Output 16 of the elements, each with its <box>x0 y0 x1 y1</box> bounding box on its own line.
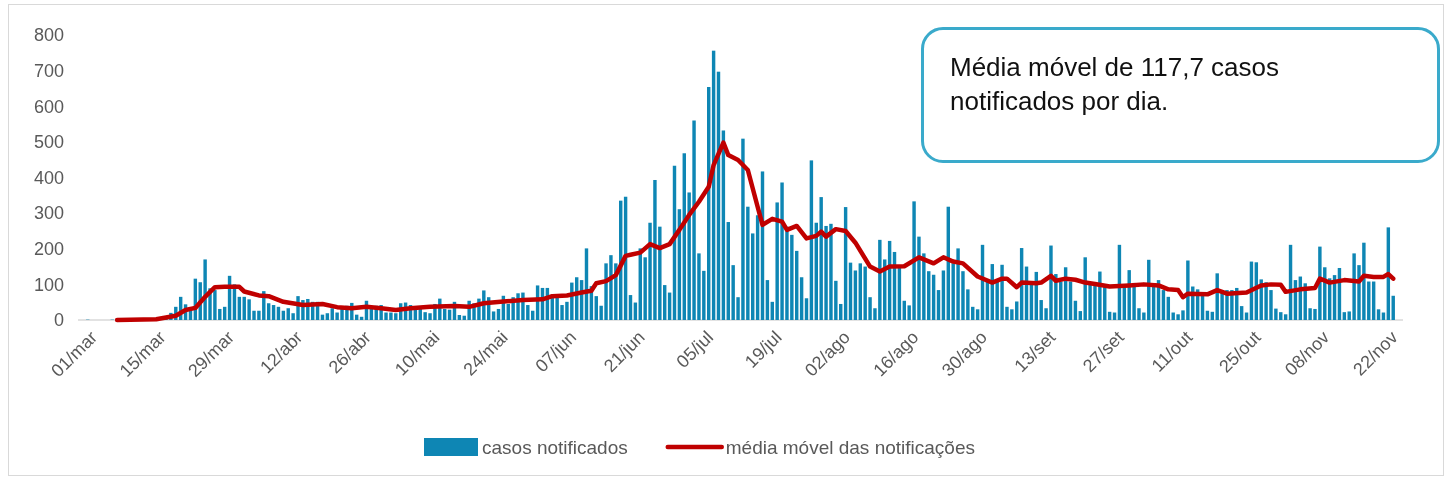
line-series <box>114 140 1396 323</box>
y-tick-label: 400 <box>33 167 64 188</box>
bar <box>491 311 496 320</box>
y-tick-label: 500 <box>33 132 64 153</box>
annotation: Média móvel de 117,7 casos notificados por dia. <box>921 27 1440 163</box>
y-tick-label: 0 <box>53 310 64 331</box>
y-tick-label: 200 <box>33 239 64 260</box>
bar <box>325 313 330 320</box>
y-tick-label: 700 <box>33 60 64 81</box>
y-tick-label: 600 <box>33 96 64 117</box>
legend-label: casos notificados <box>482 436 628 458</box>
legend-label: média móvel das notificações <box>725 436 975 458</box>
y-tick-label: 800 <box>33 25 64 46</box>
y-tick-label: 100 <box>33 274 64 295</box>
bar <box>1283 314 1288 320</box>
y-tick-label: 300 <box>33 203 64 224</box>
